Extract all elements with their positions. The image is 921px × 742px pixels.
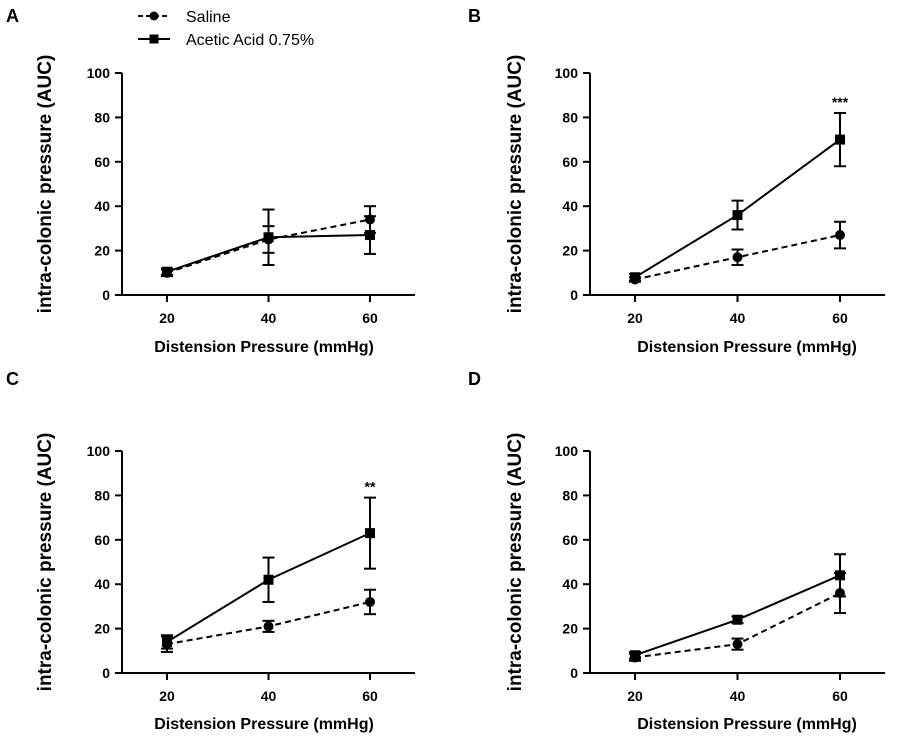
acetic-point — [630, 272, 640, 283]
saline-point — [263, 621, 274, 632]
x-tick-label: 20 — [627, 688, 643, 704]
acetic-point — [365, 230, 375, 241]
y-tick-label: 80 — [562, 109, 578, 125]
panel-a: A 0 20 40 60 80 100 20 40 60 Distension Pressure (… — [6, 6, 415, 356]
x-axis-title: Distension Pressure (mmHg) — [154, 339, 374, 356]
significance-marker: ** — [365, 479, 376, 495]
panel-letter: B — [468, 6, 481, 26]
acetic-point — [263, 232, 274, 243]
y-tick-label: 0 — [570, 665, 578, 681]
y-axis-title: intra-colonic pressure (AUC) — [505, 433, 526, 692]
legend-acetic-label: Acetic Acid 0.75% — [186, 32, 314, 49]
acetic-point — [835, 134, 845, 145]
y-tick-label: 100 — [555, 443, 579, 459]
x-tick-label: 20 — [627, 310, 643, 326]
x-tick-label: 60 — [832, 310, 848, 326]
panel-letter: D — [468, 369, 481, 389]
series-acetic-acid — [161, 496, 376, 650]
legend-saline-label: Saline — [186, 9, 231, 26]
panel-letter: A — [6, 6, 19, 26]
y-tick-label: 0 — [102, 665, 110, 681]
acetic-point — [835, 570, 845, 581]
x-tick-label: 20 — [159, 310, 175, 326]
y-tick-label: 100 — [87, 443, 111, 459]
legend-acetic-marker — [149, 34, 159, 44]
x-axis-title: Distension Pressure (mmHg) — [637, 339, 857, 356]
x-tick-label: 40 — [261, 688, 277, 704]
y-tick-label: 60 — [94, 154, 110, 170]
acetic-point — [162, 266, 172, 277]
y-axis-title: intra-colonic pressure (AUC) — [505, 55, 526, 314]
saline-line — [166, 218, 371, 274]
acetic-point — [162, 636, 172, 647]
y-tick-label: 40 — [94, 198, 110, 214]
acetic-point — [732, 210, 743, 221]
series-acetic-acid — [629, 111, 846, 283]
x-tick-label: 60 — [362, 688, 378, 704]
saline-point — [835, 230, 845, 241]
series-saline — [629, 220, 846, 285]
series-acetic-acid — [161, 208, 376, 277]
y-tick-label: 0 — [570, 287, 578, 303]
y-tick-label: 40 — [562, 198, 578, 214]
y-tick-label: 100 — [87, 65, 111, 81]
acetic-point — [732, 614, 743, 625]
x-tick-label: 40 — [730, 310, 746, 326]
y-tick-label: 80 — [562, 487, 578, 503]
saline-point — [732, 252, 743, 263]
y-tick-label: 20 — [562, 243, 578, 259]
y-tick-label: 100 — [555, 65, 579, 81]
saline-point — [365, 596, 375, 607]
x-tick-label: 40 — [730, 688, 746, 704]
y-axis-title: intra-colonic pressure (AUC) — [35, 433, 56, 692]
y-tick-label: 60 — [562, 532, 578, 548]
panel-b: B 0 20 40 60 80 100 20 40 60 Distension Pressure (… — [468, 6, 885, 356]
x-axis-title: Distension Pressure (mmHg) — [637, 716, 857, 733]
significance-marker: *** — [832, 94, 849, 110]
x-tick-label: 20 — [159, 688, 175, 704]
x-tick-label: 60 — [362, 310, 378, 326]
y-tick-label: 0 — [102, 287, 110, 303]
y-axis-title: intra-colonic pressure (AUC) — [35, 55, 56, 314]
panels: A 0 20 40 60 80 100 20 40 60 Distension Pressure (… — [6, 6, 885, 733]
y-tick-label: 20 — [562, 621, 578, 637]
y-tick-label: 40 — [94, 576, 110, 592]
acetic-point — [365, 528, 375, 539]
x-axis-title: Distension Pressure (mmHg) — [154, 716, 374, 733]
y-tick-label: 80 — [94, 109, 110, 125]
y-tick-label: 80 — [94, 487, 110, 503]
series-acetic-acid — [629, 553, 846, 661]
panel-letter: C — [6, 369, 19, 389]
x-tick-label: 40 — [261, 310, 277, 326]
saline-point — [732, 639, 743, 650]
y-tick-label: 20 — [94, 243, 110, 259]
y-tick-label: 60 — [562, 154, 578, 170]
panel-d: D 0 20 40 60 80 100 20 40 60 Distension Pressure (… — [468, 369, 885, 733]
y-tick-label: 60 — [94, 532, 110, 548]
legend: Saline Acetic Acid 0.75% — [138, 9, 314, 49]
panel-c: C 0 20 40 60 80 100 20 40 60 Distension Pressure (… — [6, 369, 415, 733]
y-tick-label: 20 — [94, 621, 110, 637]
x-tick-label: 60 — [832, 688, 848, 704]
y-tick-label: 40 — [562, 576, 578, 592]
acetic-point — [263, 574, 274, 585]
acetic-point — [630, 650, 640, 661]
legend-saline-marker — [149, 11, 159, 21]
